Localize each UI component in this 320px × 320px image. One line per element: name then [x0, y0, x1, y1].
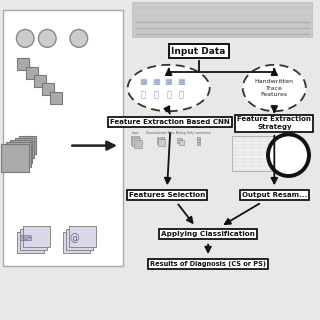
FancyBboxPatch shape: [42, 83, 54, 95]
Text: Convolutional+Relu: Convolutional+Relu: [146, 132, 175, 135]
Circle shape: [70, 29, 88, 47]
Text: 🌀: 🌀: [179, 90, 184, 99]
Ellipse shape: [128, 65, 210, 111]
FancyBboxPatch shape: [34, 75, 46, 87]
FancyBboxPatch shape: [3, 10, 123, 266]
Text: Pooling: Pooling: [176, 132, 187, 135]
FancyBboxPatch shape: [50, 92, 62, 104]
Circle shape: [16, 29, 34, 47]
FancyBboxPatch shape: [17, 58, 29, 70]
FancyBboxPatch shape: [69, 226, 96, 247]
FancyBboxPatch shape: [66, 229, 93, 250]
FancyBboxPatch shape: [132, 2, 312, 37]
FancyBboxPatch shape: [23, 226, 50, 247]
FancyBboxPatch shape: [14, 138, 34, 158]
Text: Feature Extraction
Strategy: Feature Extraction Strategy: [237, 116, 311, 130]
Ellipse shape: [243, 65, 306, 111]
Text: Results of Diagnosis (CS or PS): Results of Diagnosis (CS or PS): [150, 261, 266, 267]
Text: ⌨: ⌨: [19, 234, 31, 243]
FancyBboxPatch shape: [179, 140, 184, 145]
Circle shape: [268, 134, 309, 176]
Text: Input Data: Input Data: [172, 47, 226, 56]
FancyBboxPatch shape: [177, 138, 182, 143]
FancyBboxPatch shape: [132, 138, 140, 146]
Text: ▦: ▦: [152, 77, 160, 86]
Text: Applying Classification: Applying Classification: [161, 231, 255, 236]
Text: Input: Input: [132, 132, 140, 135]
FancyBboxPatch shape: [197, 139, 200, 142]
Text: ▦: ▦: [177, 77, 185, 86]
Text: Features Selection: Features Selection: [129, 192, 205, 198]
FancyBboxPatch shape: [10, 140, 32, 163]
Text: 🌀: 🌀: [154, 90, 159, 99]
FancyBboxPatch shape: [232, 136, 277, 171]
Text: Handwritten
Trace
Features: Handwritten Trace Features: [255, 79, 294, 97]
FancyBboxPatch shape: [197, 137, 200, 140]
FancyBboxPatch shape: [134, 140, 142, 148]
Text: 🌀: 🌀: [141, 90, 146, 99]
FancyBboxPatch shape: [1, 144, 29, 172]
Text: ▦: ▦: [165, 77, 172, 86]
FancyBboxPatch shape: [6, 142, 31, 167]
Text: @: @: [69, 233, 79, 244]
FancyBboxPatch shape: [17, 232, 44, 253]
FancyBboxPatch shape: [197, 142, 200, 145]
Text: ▦: ▦: [140, 77, 148, 86]
FancyBboxPatch shape: [26, 67, 37, 79]
Circle shape: [38, 29, 56, 47]
FancyBboxPatch shape: [20, 229, 47, 250]
Text: Output Resam...: Output Resam...: [242, 192, 307, 198]
FancyBboxPatch shape: [131, 136, 139, 145]
Text: Fully connected: Fully connected: [187, 132, 210, 135]
FancyBboxPatch shape: [19, 136, 36, 154]
Text: 🌀: 🌀: [166, 90, 171, 99]
FancyBboxPatch shape: [157, 137, 164, 144]
FancyBboxPatch shape: [158, 139, 165, 146]
FancyBboxPatch shape: [63, 232, 90, 253]
Text: Feature Extraction Based CNN: Feature Extraction Based CNN: [110, 119, 230, 125]
